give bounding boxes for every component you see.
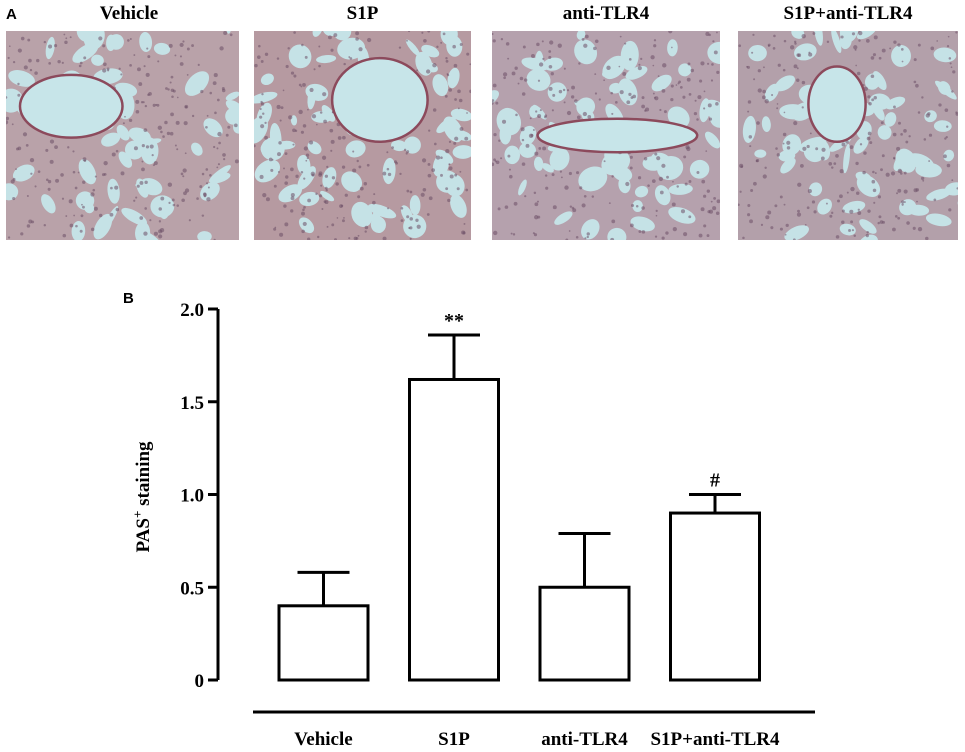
micrograph-s1p xyxy=(254,31,471,240)
y-axis-title-superscript: + xyxy=(130,511,145,518)
y-axis-title-main: PAS xyxy=(133,518,154,552)
panel-b-label: B xyxy=(123,290,134,307)
panel-a-label: A xyxy=(6,6,17,23)
image-title-s1p-anti-tlr4: S1P+anti-TLR4 xyxy=(783,3,913,24)
y-tick-label: 0 xyxy=(195,671,205,692)
bar xyxy=(277,604,370,682)
bar xyxy=(538,585,631,682)
micrograph-s1p-anti-tlr4 xyxy=(738,31,958,240)
image-title-anti-tlr4: anti-TLR4 xyxy=(562,3,650,24)
micrograph-vehicle xyxy=(6,31,239,240)
x-category-label: S1P+anti-TLR4 xyxy=(650,729,780,750)
x-category-label: anti-TLR4 xyxy=(541,729,628,750)
significance-marker: ** xyxy=(444,310,464,332)
y-axis-title: PAS+ staining xyxy=(130,441,155,553)
y-tick-label: 0.5 xyxy=(180,578,204,599)
image-title-s1p: S1P xyxy=(346,3,379,24)
bar xyxy=(669,511,761,682)
y-axis-title-rest: staining xyxy=(133,441,154,511)
y-tick-label: 1.5 xyxy=(180,393,204,414)
significance-marker: # xyxy=(710,470,720,492)
image-title-vehicle: Vehicle xyxy=(99,3,159,24)
x-category-label: Vehicle xyxy=(294,729,352,750)
micrograph-anti-tlr4 xyxy=(492,31,720,240)
bar xyxy=(408,377,500,682)
x-category-label: S1P xyxy=(438,729,470,750)
y-tick-label: 1.0 xyxy=(180,486,204,507)
svg-text:PAS+ staining: PAS+ staining xyxy=(130,441,155,553)
y-tick-label: 2.0 xyxy=(180,300,204,321)
